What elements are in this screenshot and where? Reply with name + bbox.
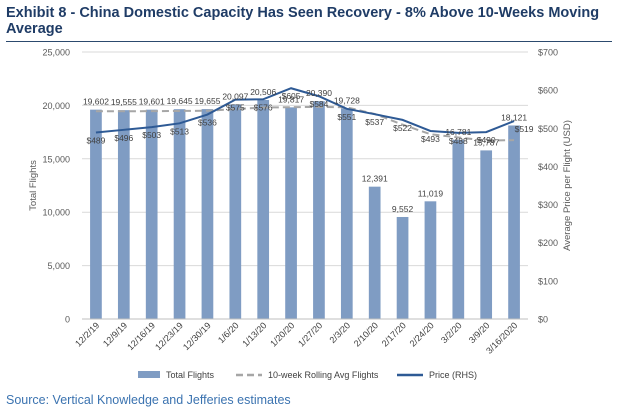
legend-swatch-bars: [138, 371, 160, 378]
y-tick-label: 15,000: [42, 154, 70, 164]
x-tick-label: 1/27/20: [296, 320, 324, 348]
x-tick-label: 2/17/20: [380, 320, 408, 348]
x-tick-label: 3/9/20: [467, 320, 492, 345]
x-tick-label: 1/6/20: [216, 320, 241, 345]
price-data-label: $489: [86, 135, 105, 145]
bar-data-label: 19,645: [167, 96, 193, 106]
bar: [285, 107, 297, 320]
price-data-label: $576: [254, 102, 273, 112]
bar: [424, 201, 437, 319]
price-data-label: $490: [477, 135, 496, 145]
x-tick-label: 12/16/19: [125, 320, 157, 352]
y2-tick-label: $500: [538, 124, 558, 134]
bar-data-label: 12,391: [362, 174, 388, 184]
price-data-label: $513: [170, 126, 189, 136]
bar: [117, 110, 130, 319]
bar-data-label: 20,506: [250, 87, 276, 97]
title-rule: [6, 41, 612, 42]
y-tick-label: 25,000: [42, 48, 70, 58]
bar: [452, 139, 465, 319]
y2-tick-label: $0: [538, 315, 548, 325]
price-data-label: $605: [282, 91, 301, 101]
rolling-avg-line: [95, 105, 515, 142]
y2-tick-label: $200: [538, 238, 558, 248]
bar-data-label: 15,787: [473, 137, 499, 147]
bar: [480, 150, 493, 319]
price-data-label: $551: [337, 112, 356, 122]
price-data-label: $519: [515, 124, 534, 134]
price-data-label: $536: [198, 118, 217, 128]
bar: [313, 101, 325, 319]
y2-tick-label: $600: [538, 86, 558, 96]
legend-label: Total Flights: [166, 370, 215, 380]
data-labels: 19,602 19,555 19,601 19,645 19,655 20,097 20,5…: [83, 87, 534, 214]
bar-data-label: 18,121: [501, 112, 527, 122]
bar: [201, 109, 214, 320]
bar-data-label: 19,728: [334, 95, 360, 105]
price-data-label: $503: [142, 130, 161, 140]
price-data-label: $522: [393, 123, 412, 133]
line-series: [95, 87, 515, 142]
bar: [90, 109, 102, 320]
x-tick-label: 12/23/19: [153, 320, 185, 352]
y-tick-label: 0: [65, 315, 70, 325]
bar: [173, 109, 186, 319]
bar: [508, 125, 520, 320]
bar-data-label: 11,019: [418, 188, 444, 198]
x-tick-label: 1/20/20: [268, 320, 296, 348]
price-data-label: $584: [309, 99, 328, 109]
price-data-label: $496: [114, 133, 133, 143]
x-tick-label: 2/3/20: [327, 320, 352, 345]
bar-data-label: 20,097: [222, 91, 248, 101]
x-tick-label: 12/2/19: [73, 320, 101, 348]
bar: [145, 109, 158, 320]
bar-data-label: 20,390: [306, 88, 332, 98]
x-tick-label: 2/24/20: [408, 320, 436, 348]
price-data-label: $493: [421, 134, 440, 144]
x-tick-label: 1/13/20: [240, 320, 268, 348]
y-tick-label: 20,000: [42, 101, 70, 111]
legend-label: Price (RHS): [429, 370, 477, 380]
y2-tick-label: $300: [538, 200, 558, 210]
x-tick-label: 12/30/19: [181, 320, 213, 352]
y2-axis-title: Average Price per Flight (USD): [562, 120, 573, 251]
y2-tick-label: $400: [538, 162, 558, 172]
price-line: [95, 87, 515, 134]
bar-series: [90, 99, 520, 320]
bar: [396, 216, 409, 319]
bar-data-label: 9,552: [392, 204, 414, 214]
y-tick-label: 5,000: [47, 261, 70, 271]
legend: Total Flights 10-week Rolling Avg Flights…: [138, 370, 477, 380]
y-tick-label: 10,000: [42, 208, 70, 218]
price-data-label: $488: [449, 136, 468, 146]
bar: [340, 108, 353, 319]
bar-data-label: 16,781: [445, 127, 471, 137]
bar-data-label: 19,817: [278, 94, 304, 104]
bar: [229, 104, 242, 319]
x-tick-label: 2/10/20: [352, 320, 380, 348]
price-data-label: $537: [365, 117, 384, 127]
y2-tick-label: $100: [538, 276, 558, 286]
exhibit-title: Exhibit 8 - China Domestic Capacity Has …: [6, 5, 600, 37]
legend-label: 10-week Rolling Avg Flights: [268, 370, 379, 380]
price-data-label: $575: [226, 103, 245, 113]
bar: [368, 186, 381, 319]
y2-tick-label: $700: [538, 48, 558, 58]
bar: [257, 99, 270, 320]
bar-data-label: 19,601: [139, 97, 165, 107]
bar-data-label: 19,655: [194, 96, 220, 106]
bar-data-label: 19,602: [83, 97, 109, 107]
x-tick-label: 3/2/20: [439, 320, 464, 345]
y-axis-title: Total Flights: [28, 160, 39, 211]
source-note: Source: Vertical Knowledge and Jefferies…: [6, 393, 291, 407]
bar-data-label: 19,555: [111, 97, 137, 107]
